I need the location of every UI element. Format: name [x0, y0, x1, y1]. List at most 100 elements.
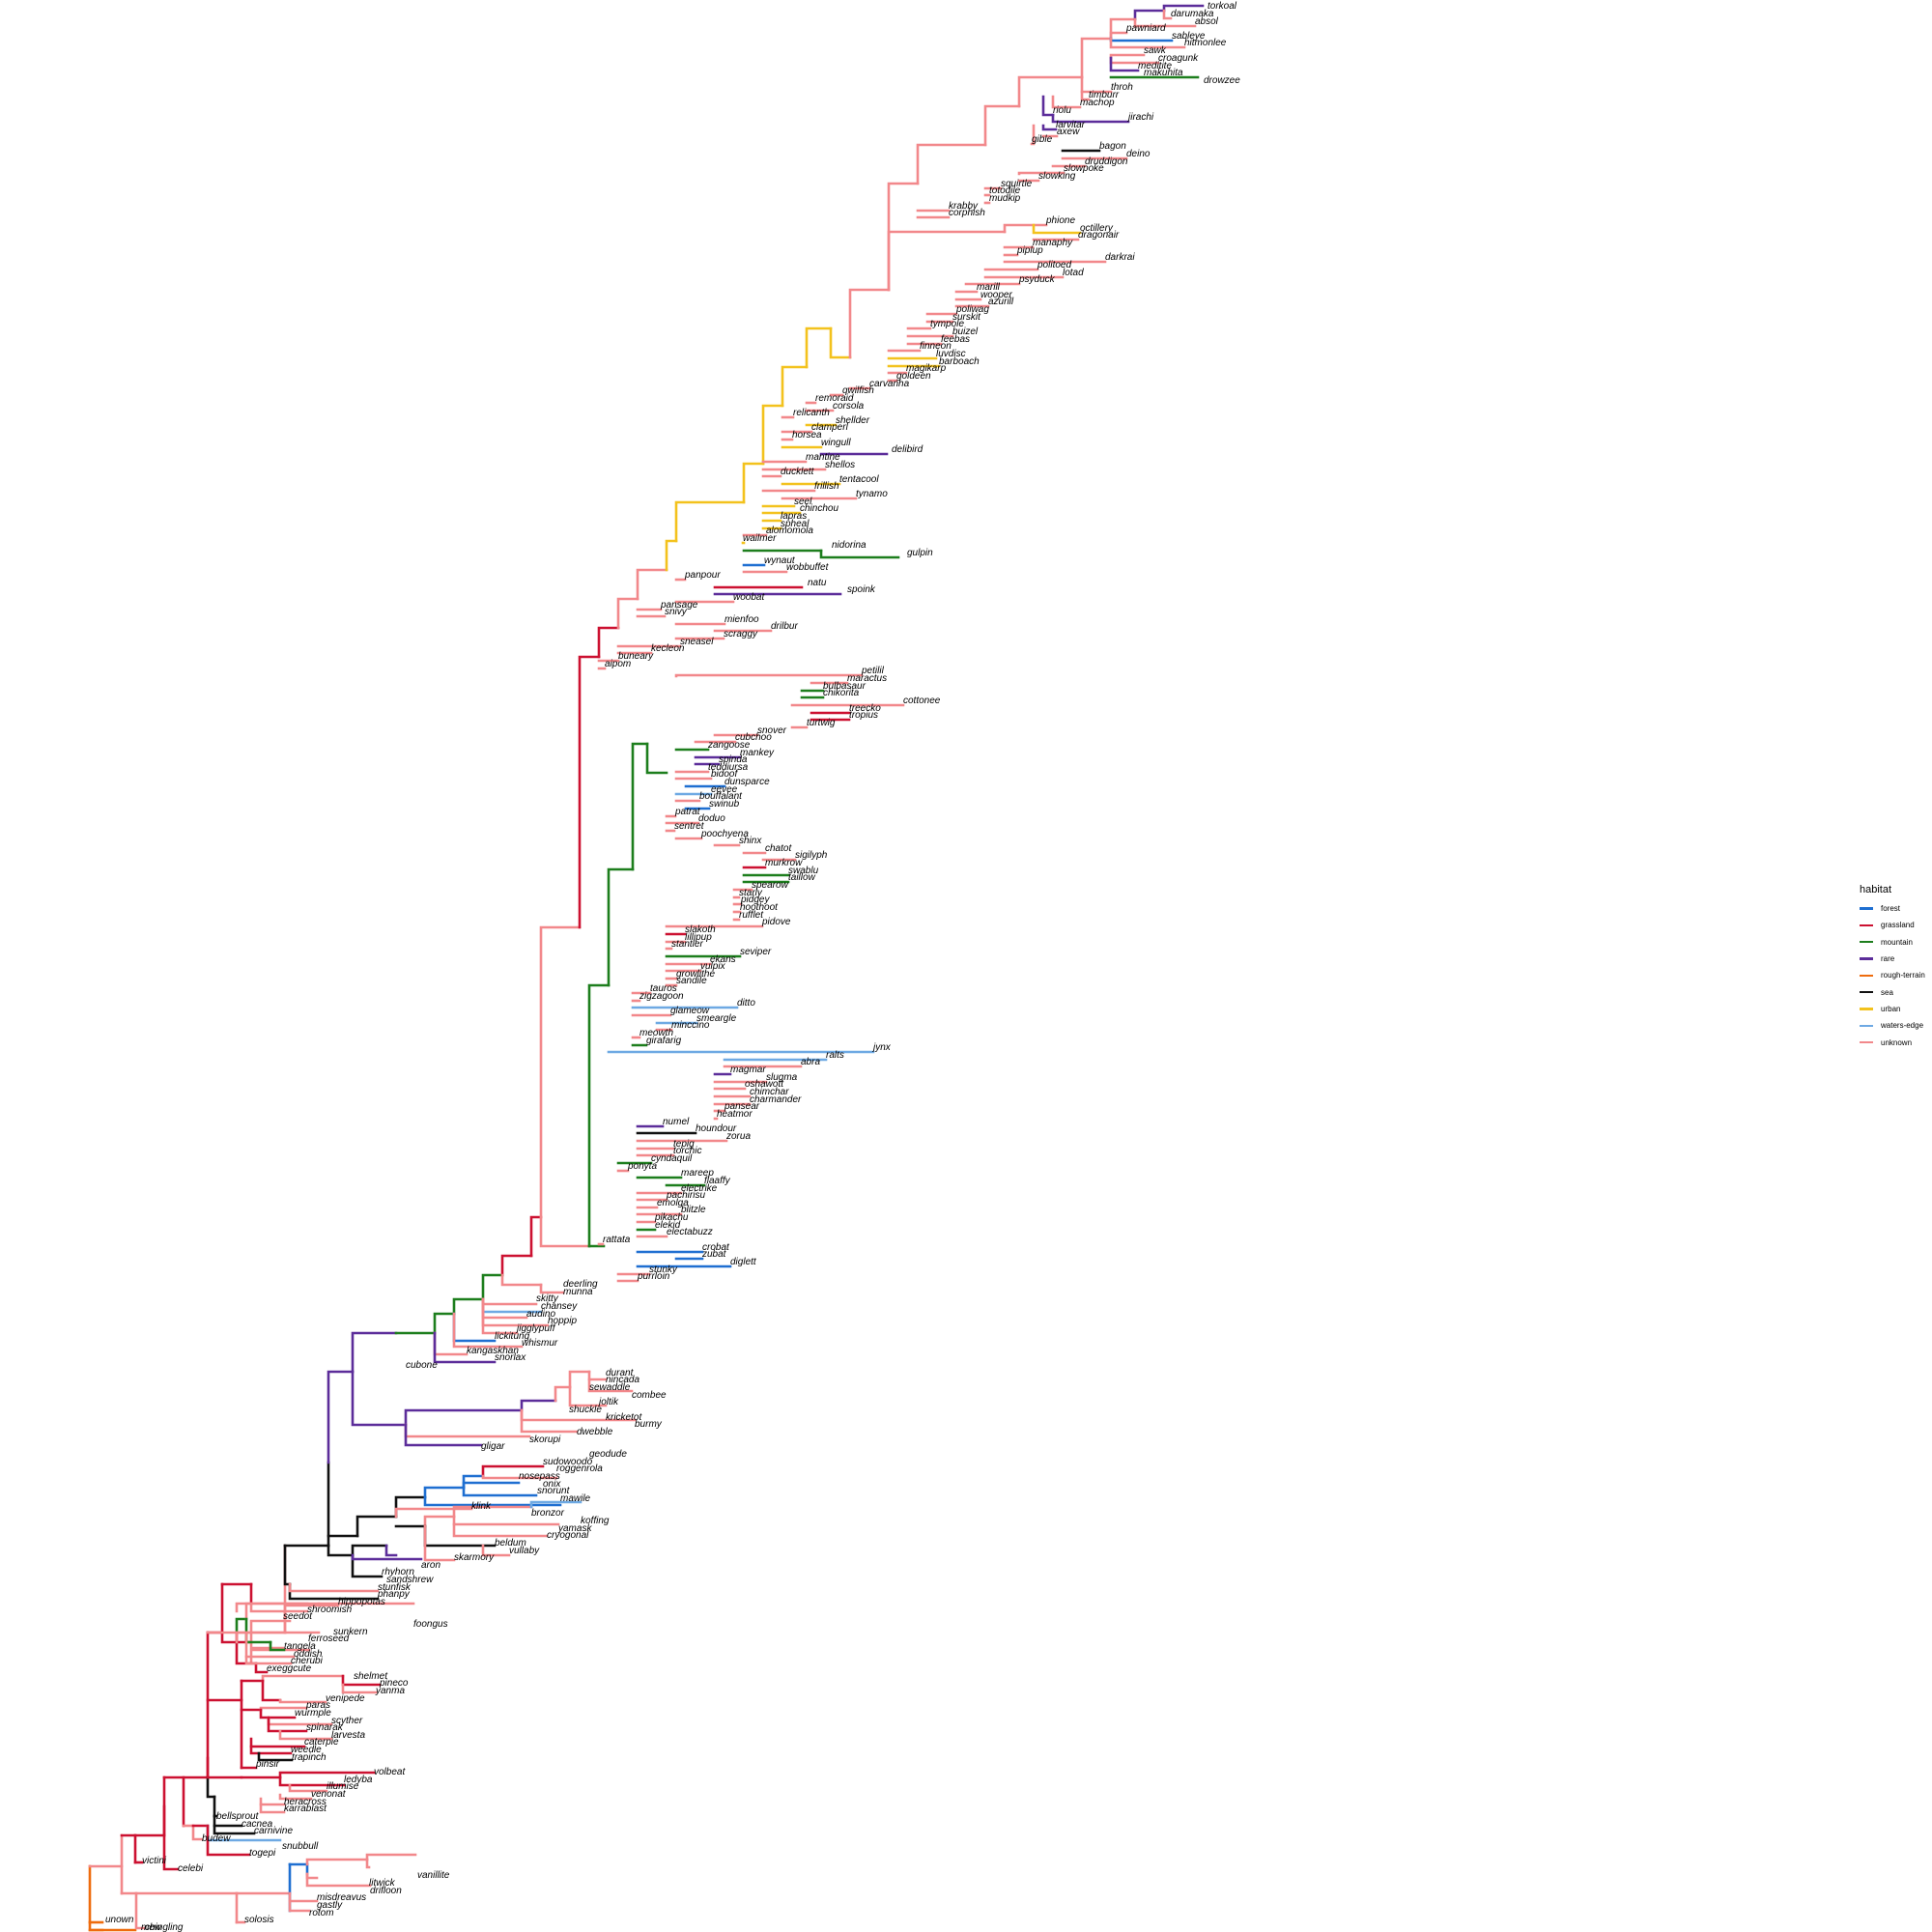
tree-branch	[327, 1370, 355, 1464]
tip-label: torkoal	[1208, 1, 1237, 12]
tip-label: surskit	[952, 312, 981, 323]
tip-label: burmy	[635, 1419, 663, 1430]
tree-branch	[433, 1331, 497, 1364]
tip-label: larvesta	[331, 1730, 365, 1741]
tip-label: snubbull	[282, 1841, 319, 1852]
legend-swatch	[1860, 1008, 1873, 1010]
tip-label: shelmet	[354, 1671, 388, 1682]
tree-branch	[1162, 4, 1205, 13]
legend-label: forest	[1881, 904, 1901, 914]
tip-label: bagon	[1099, 141, 1126, 152]
tree-branch	[1017, 171, 1065, 176]
legend-item: mountain	[1860, 934, 1927, 951]
tip-label: wooper	[980, 290, 1012, 300]
tip-label: wynaut	[764, 555, 796, 566]
tip-label: oddish	[294, 1649, 323, 1660]
tip-label: ditto	[737, 998, 755, 1009]
tip-label: karrablast	[284, 1804, 327, 1814]
tip-label: relicanth	[793, 408, 830, 418]
tip-label: finneon	[920, 341, 952, 352]
tip-label: zigzagoon	[639, 991, 684, 1002]
tip-label: stantler	[671, 939, 703, 950]
tree-branch	[983, 104, 1021, 147]
tip-label: gastly	[317, 1900, 343, 1911]
tree-branch	[351, 1553, 423, 1561]
tip-label: spinarak	[306, 1722, 344, 1733]
tip-label: shuckle	[569, 1405, 602, 1415]
tip-label: druddigon	[1085, 156, 1128, 167]
tip-label: piplup	[1016, 245, 1043, 256]
tip-label: sentret	[674, 821, 705, 832]
tip-label: slakoth	[685, 924, 716, 935]
tip-label: abra	[801, 1057, 820, 1067]
tree-branch	[578, 655, 601, 929]
tree-branch	[829, 327, 852, 359]
tip-label: scraggy	[724, 629, 758, 639]
tip-label: tynamo	[856, 489, 888, 499]
tip-label: pachirisu	[666, 1190, 705, 1201]
tree-branch	[452, 1312, 524, 1349]
tip-label: solosis	[244, 1915, 274, 1925]
tip-label: drilbur	[771, 621, 798, 632]
tip-label: lillipup	[685, 932, 712, 943]
tip-label: cubchoo	[735, 732, 772, 743]
tree-branch	[539, 925, 582, 1219]
tip-label: wobbuffet	[786, 562, 830, 573]
tip-label: roggenrola	[556, 1463, 603, 1474]
tip-label: nosepass	[519, 1471, 560, 1482]
habitat-legend: habitat forest grassland mountain rare rough…	[1860, 884, 1927, 1051]
tree-branch	[423, 1486, 466, 1499]
tip-label: tepig	[673, 1139, 695, 1150]
tip-label: octillery	[1080, 223, 1114, 234]
tree-branch	[288, 1783, 328, 1793]
tree-branch	[213, 1824, 256, 1835]
tree-branch	[674, 673, 864, 678]
tip-label: aipom	[605, 659, 631, 669]
tree-branch	[452, 1297, 485, 1316]
tree-branch	[1017, 75, 1084, 108]
tip-label: pinsir	[255, 1759, 280, 1770]
tip-label: sawk	[1144, 45, 1167, 56]
tree-branch	[283, 1604, 340, 1634]
tree-branch	[1109, 53, 1146, 60]
tree-branch	[742, 462, 765, 504]
tip-label: togepi	[249, 1848, 276, 1859]
tip-label: carnivine	[254, 1826, 293, 1836]
tip-label: cacnea	[242, 1819, 273, 1830]
tip-label: meowth	[639, 1028, 673, 1038]
tip-label: oshawott	[745, 1079, 784, 1090]
tree-branch	[1133, 9, 1166, 21]
tip-label: wailmer	[743, 533, 777, 544]
tree-branch	[529, 1215, 543, 1258]
tip-label: weedle	[291, 1745, 322, 1755]
tip-label: woobat	[733, 592, 765, 603]
tip-label: pineco	[379, 1678, 409, 1689]
tip-label: starly	[739, 888, 763, 898]
tip-label: murkrow	[765, 858, 803, 868]
tip-label: corsola	[833, 401, 865, 412]
tip-label: drowzee	[1204, 75, 1240, 86]
legend-label: mountain	[1881, 937, 1913, 947]
tip-label: skarmory	[454, 1552, 495, 1563]
tip-label: cottonee	[903, 696, 941, 706]
legend-items: forest grassland mountain rare rough-terrain…	[1860, 900, 1927, 1051]
tip-label: bidoof	[711, 769, 738, 780]
legend-label: unknown	[1881, 1037, 1913, 1047]
tip-label: totodile	[989, 185, 1021, 196]
tip-label: ducklett	[781, 467, 815, 477]
tip-label: spinda	[719, 754, 748, 765]
tip-label: cubone	[406, 1360, 438, 1371]
tree-branch	[887, 182, 920, 292]
tip-label: dragonair	[1078, 230, 1120, 241]
tip-label: ponyta	[627, 1161, 657, 1172]
tip-label: sandshrew	[386, 1575, 434, 1585]
tree-branch	[220, 1631, 253, 1644]
tip-label: delibird	[892, 444, 923, 455]
tip-label: sandile	[676, 976, 707, 986]
tree-branch	[278, 1729, 333, 1741]
tip-label: vullaby	[509, 1546, 540, 1556]
tree-branch	[1051, 95, 1082, 109]
tip-label: carvanha	[869, 379, 910, 389]
tree-branch	[267, 1716, 308, 1733]
tip-label: remoraid	[815, 393, 854, 404]
